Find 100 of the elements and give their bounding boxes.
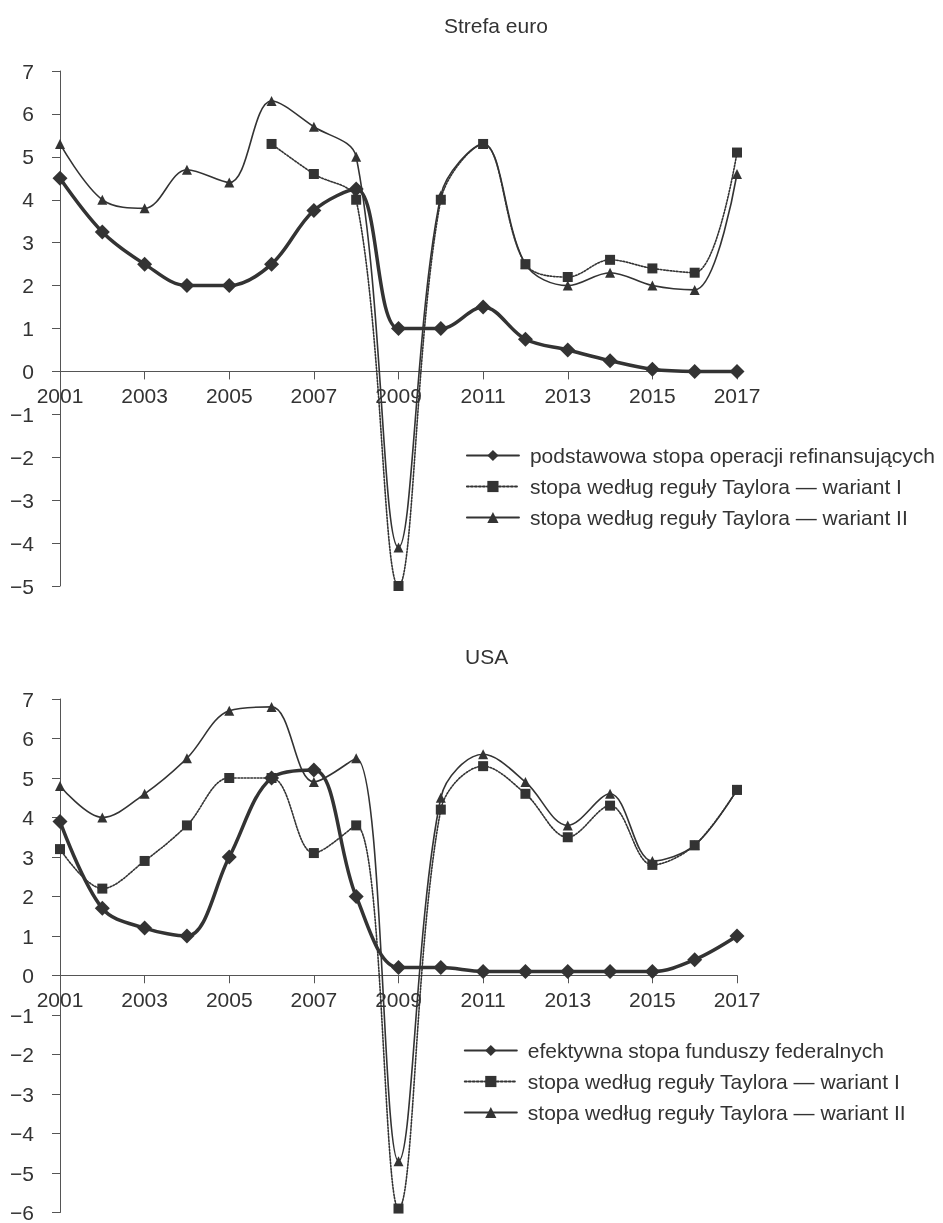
chart-title: Strefa euro [444,14,548,37]
y-tick-label: −6 [10,1201,34,1223]
chart-title: USA [465,645,509,668]
point [605,254,616,265]
y-tick-label: −3 [10,1082,34,1106]
point [224,773,235,783]
point [729,928,745,944]
point [602,353,618,369]
point [266,138,277,149]
point [52,170,68,186]
point [348,181,364,197]
point [562,832,573,843]
point [732,169,742,179]
point [139,203,150,214]
point [732,147,742,158]
point [224,705,235,716]
x-tick-label: 2017 [713,384,761,408]
point [393,542,404,553]
x-tick-label: 2003 [121,384,168,408]
point [605,267,616,278]
point [475,299,491,315]
point [52,813,68,829]
y-tick-label: 6 [22,727,34,750]
point [139,788,150,799]
point [393,1156,404,1167]
y-tick-label: −5 [10,574,34,598]
y-tick-label: −2 [10,445,34,469]
point [308,776,319,787]
point [391,321,406,336]
legend-label: podstawowa stopa operacji refinansujących [529,444,936,467]
point [435,792,446,803]
point [478,761,489,772]
point [393,581,404,591]
y-tick-label: 0 [22,359,34,383]
y-tick-label: −5 [10,1161,34,1185]
point [351,753,362,764]
point [393,1203,404,1214]
y-tick-label: 3 [22,845,34,869]
point [478,749,489,760]
point [517,964,533,980]
point [181,820,192,831]
point [264,256,280,272]
point [55,138,65,149]
point [520,776,531,787]
point [308,121,319,132]
legend-label: stopa według reguły Taylora — wariant II [527,1101,906,1124]
point [306,202,322,218]
y-tick-label: 2 [22,885,34,908]
point [181,164,192,175]
point [266,701,277,712]
point [562,272,573,282]
legend-label: efektywna stopa funduszy federalnych [527,1039,884,1062]
point [647,263,658,274]
x-tick-label: 2013 [544,988,592,1012]
point [560,964,576,980]
y-tick-label: 7 [22,59,34,83]
y-tick-label: −4 [10,531,35,555]
x-tick-label: 2011 [460,988,506,1012]
point [266,96,277,107]
y-tick-label: −2 [10,1043,34,1066]
point [644,964,660,980]
point [97,883,108,894]
point [221,849,237,865]
y-tick-label: −4 [10,1122,35,1145]
point [517,331,533,347]
point [308,848,319,859]
point [306,762,322,778]
point [560,342,576,358]
x-tick-label: 2007 [290,384,338,408]
y-tick-label: 1 [22,317,34,340]
point [647,859,658,870]
point [689,267,700,278]
point [391,960,406,976]
point [602,964,618,980]
point [644,361,660,377]
legend-label: stopa według reguły Taylora — wariant II [529,506,908,529]
point [687,363,703,379]
legend-label: stopa według reguły Taylora — wariant I [529,475,902,498]
y-tick-label: 3 [22,231,34,255]
point [137,920,153,936]
point [435,194,446,205]
point [97,812,108,823]
y-tick-label: −1 [10,402,34,426]
x-tick-label: 2005 [205,384,253,408]
point [351,151,362,162]
point [97,194,108,205]
x-tick-label: 2005 [205,988,253,1012]
point [94,224,110,240]
point [520,788,531,799]
point [351,194,362,205]
x-tick-label: 2015 [629,384,676,408]
point [475,964,491,980]
y-tick-label: 4 [22,806,35,829]
point [139,855,150,866]
legend-label: stopa według reguły Taylora — wariant I [527,1070,900,1093]
y-tick-label: 5 [22,145,34,169]
point [94,900,110,916]
point [433,960,449,976]
point [647,280,658,291]
point [179,278,195,294]
